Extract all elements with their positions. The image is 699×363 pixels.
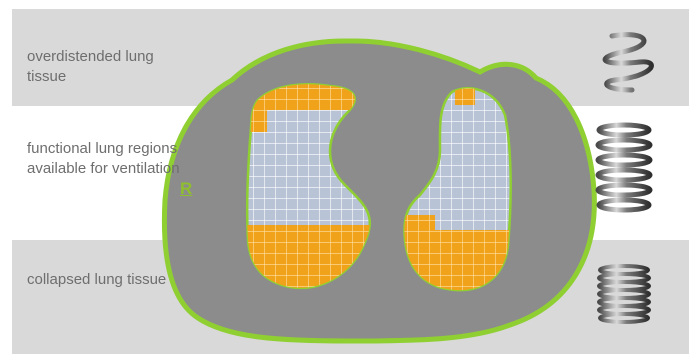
left-lung-orange-regions	[247, 84, 370, 288]
label-overdistended: overdistended lung tissue	[27, 48, 154, 85]
side-marker-r: R	[180, 179, 193, 198]
torso-cross-section	[161, 38, 597, 344]
left-lung	[245, 83, 371, 290]
label-collapsed: collapsed lung tissue	[27, 271, 167, 288]
loose-spring-icon	[602, 32, 654, 93]
compressed-spring-icon	[597, 264, 651, 324]
mediastinum	[360, 245, 410, 300]
medium-spring-icon	[595, 122, 653, 213]
label-functional: functional lung regions available for ve…	[27, 140, 180, 177]
